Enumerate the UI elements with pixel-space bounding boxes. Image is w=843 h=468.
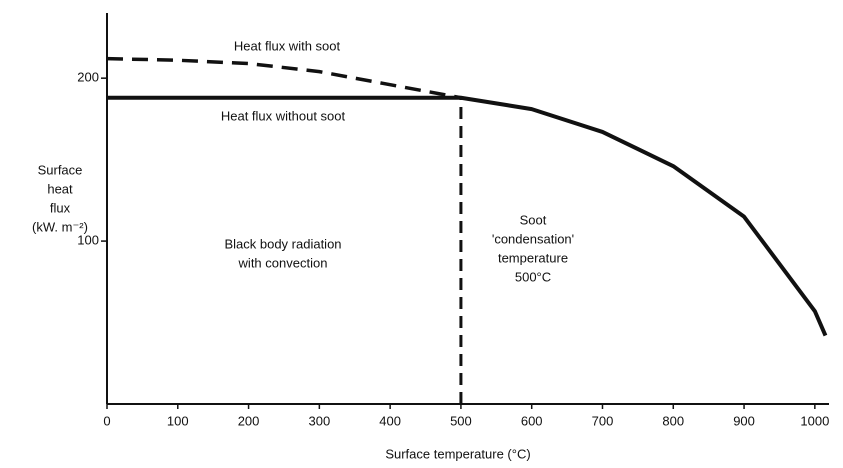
- x-tick-label: 500: [450, 413, 472, 428]
- annotation: 500°C: [515, 269, 551, 284]
- x-tick-label: 100: [167, 413, 189, 428]
- annotation: Soot: [520, 212, 547, 227]
- annotation: with convection: [238, 255, 328, 270]
- annotation: 'condensation': [492, 231, 574, 246]
- x-tick-label: 0: [103, 413, 110, 428]
- y-axis-label: (kW. m⁻²): [32, 219, 88, 234]
- x-tick-label: 800: [662, 413, 684, 428]
- series-label: Heat flux with soot: [234, 38, 341, 53]
- y-axis-label: Surface: [38, 162, 83, 177]
- x-tick-label: 400: [379, 413, 401, 428]
- x-tick-label: 900: [733, 413, 755, 428]
- x-tick-label: 700: [592, 413, 614, 428]
- annotation: Black body radiation: [224, 236, 341, 251]
- x-tick-label: 600: [521, 413, 543, 428]
- x-tick-label: 300: [309, 413, 331, 428]
- y-axis-label: heat: [47, 181, 73, 196]
- x-tick-label: 1000: [800, 413, 829, 428]
- annotation: temperature: [498, 250, 568, 265]
- y-axis-label: flux: [50, 200, 71, 215]
- x-tick-label: 200: [238, 413, 260, 428]
- series-line: [107, 95, 828, 337]
- series-line: [106, 56, 462, 100]
- series-label: Heat flux without soot: [221, 108, 346, 123]
- y-tick-label: 200: [77, 70, 99, 85]
- x-axis-label: Surface temperature (°C): [385, 446, 530, 461]
- y-tick-label: 100: [77, 233, 99, 248]
